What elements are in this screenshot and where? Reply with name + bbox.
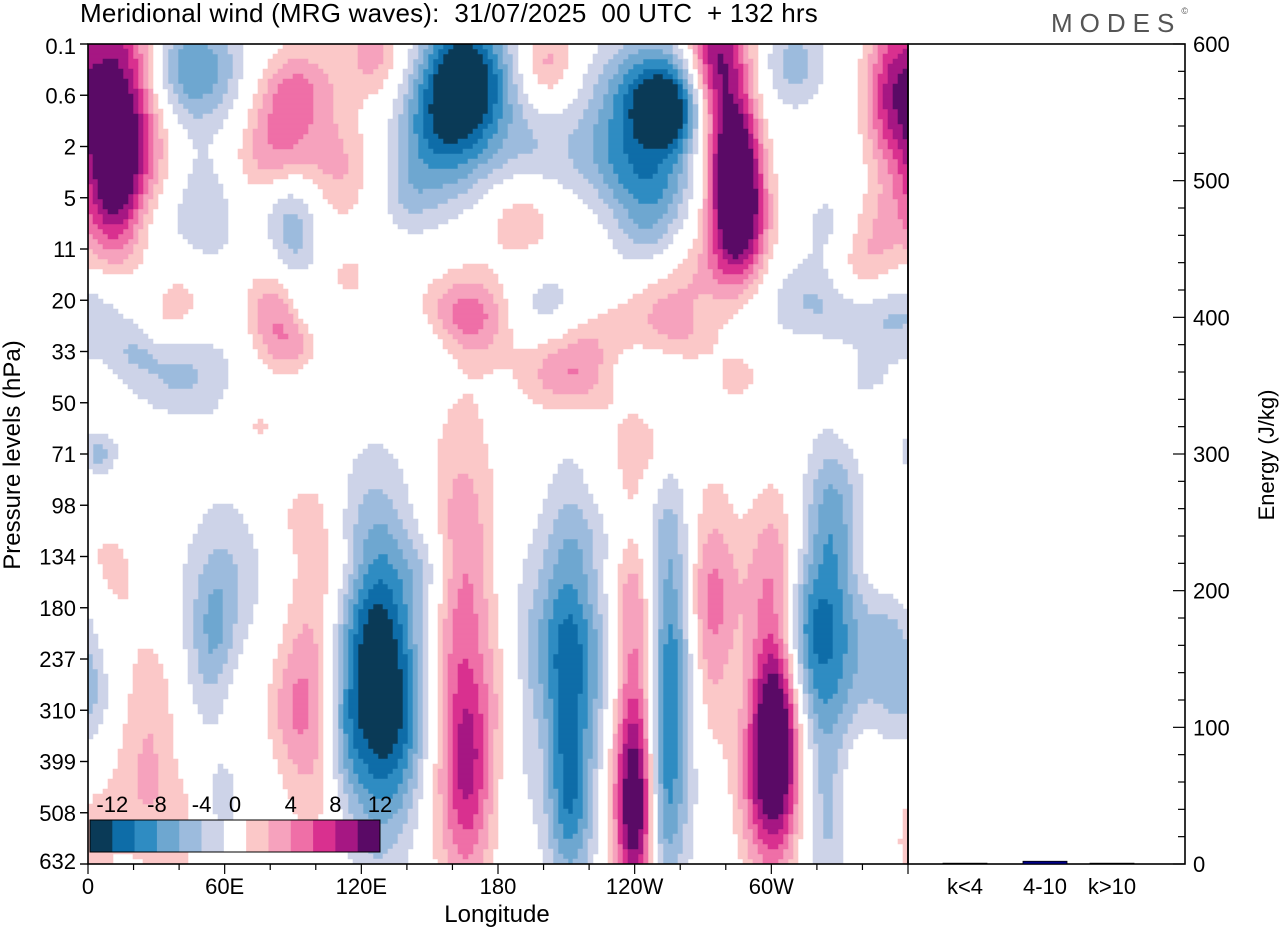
colorbar-label: -4 — [192, 792, 212, 817]
energy-tick-label: 100 — [1193, 715, 1230, 740]
bar-panel-frame — [907, 43, 1186, 865]
y-tick-label: 11 — [53, 237, 76, 262]
colorbar-swatch — [112, 820, 135, 852]
colorbar-label: 0 — [229, 792, 241, 817]
y-axis-title-left: Pressure levels (hPa) — [0, 340, 26, 569]
heatmap-field — [88, 44, 908, 864]
colorbar-swatch — [90, 820, 113, 852]
colorbar-swatch — [246, 820, 269, 852]
x-tick-label: 60W — [749, 874, 794, 899]
y-axis-energy: 0 100 200 300 400 500 600 — [1173, 32, 1230, 877]
energy-bar-4-10 — [1022, 860, 1068, 865]
heatmap-band-12 — [88, 53, 908, 850]
y-tick-label: 2 — [64, 135, 76, 160]
y-tick-label: 5 — [64, 186, 76, 211]
colorbar-swatch — [179, 820, 202, 852]
axis-titles: Longitude Pressure levels (hPa) Energy (J/… — [0, 340, 1279, 928]
colorbar-label: 8 — [329, 792, 341, 817]
x-tick-label: 60E — [205, 874, 244, 899]
y-tick-label: 310 — [39, 698, 76, 723]
colorbar-swatch — [290, 820, 314, 852]
x-tick-label: 120W — [606, 874, 664, 899]
colorbar-label: -8 — [147, 792, 167, 817]
y-tick-label: 71 — [52, 442, 76, 467]
y-tick-label: 134 — [39, 545, 76, 570]
bar-category-label: k>10 — [1088, 874, 1136, 899]
colorbar-swatch — [201, 820, 225, 852]
colorbar-swatch — [156, 820, 180, 852]
chart-title: Meridional wind (MRG waves): 31/07/2025 … — [80, 0, 818, 28]
energy-tick-label: 500 — [1193, 169, 1230, 194]
y-tick-label: 180 — [39, 596, 76, 621]
energy-bar-panel: k<4 4-10 k>10 — [942, 860, 1136, 899]
y-axis-pressure: 0.1 0.6 2 5 11 20 33 50 71 98 134 180 237 310 399 508 63… — [39, 34, 88, 874]
bar-category-label: 4-10 — [1023, 874, 1067, 899]
energy-tick-label: 200 — [1193, 579, 1230, 604]
colorbar-swatch — [268, 820, 292, 852]
y-tick-label: 33 — [52, 340, 76, 365]
x-tick-label: 120E — [336, 874, 387, 899]
y-tick-label: 98 — [52, 493, 76, 518]
y-tick-label: 632 — [39, 849, 76, 874]
energy-tick-label: 300 — [1193, 442, 1230, 467]
x-axis-title: Longitude — [444, 901, 549, 928]
colorbar-swatch — [313, 820, 336, 852]
brand-text: MODES — [1051, 8, 1182, 38]
colorbar-label: 4 — [285, 792, 297, 817]
y-axis-title-right: Energy (J/kg) — [1254, 390, 1279, 521]
colorbar: -12 -8 -4 0 4 8 12 — [89, 792, 392, 853]
bar-category-label: k<4 — [947, 874, 983, 899]
y-tick-label: 237 — [39, 647, 76, 672]
brand-mark: © — [1181, 6, 1188, 16]
energy-bar-k<4 — [942, 862, 988, 865]
colorbar-border — [89, 819, 381, 853]
x-tick-label: 180 — [480, 874, 517, 899]
colorbar-label: 12 — [368, 792, 392, 817]
colorbar-swatch — [335, 820, 358, 852]
y-tick-label: 50 — [52, 391, 76, 416]
colorbar-swatch — [357, 820, 381, 852]
y-tick-label: 0.1 — [45, 34, 76, 59]
x-tick-label: 0 — [82, 874, 94, 899]
energy-tick-label: 400 — [1193, 305, 1230, 330]
energy-tick-label: 0 — [1193, 852, 1205, 877]
brand-logo: MODES© — [1051, 6, 1188, 39]
heatmap-band-5 — [88, 44, 908, 864]
energy-bar-k>10 — [1089, 862, 1135, 865]
y-tick-label: 399 — [39, 750, 76, 775]
x-axis-longitude: 0 60E 120E 180 120W 60W — [82, 864, 909, 899]
energy-tick-label: 600 — [1193, 32, 1230, 57]
y-tick-label: 508 — [39, 801, 76, 826]
colorbar-swatch — [223, 820, 247, 852]
colorbar-label: -12 — [96, 792, 128, 817]
y-tick-label: 20 — [52, 288, 76, 313]
y-tick-label: 0.6 — [45, 83, 76, 108]
colorbar-swatch — [134, 820, 158, 852]
